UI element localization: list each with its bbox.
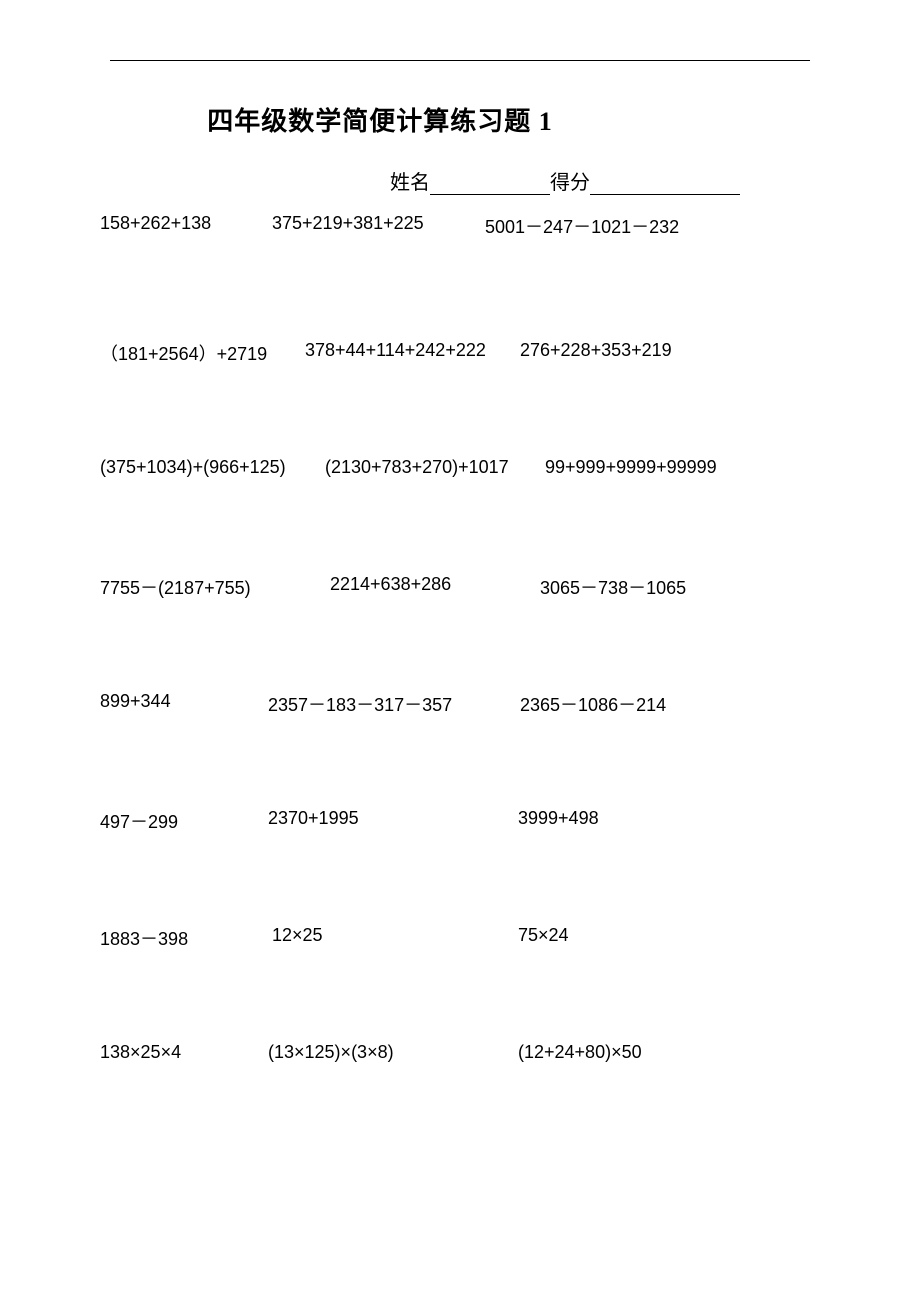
score-blank[interactable] xyxy=(590,175,740,195)
problem-cell: 2214+638+286 xyxy=(330,574,451,595)
problems-area: 158+262+138 375+219+381+225 5001－247－1021－… xyxy=(100,213,820,1064)
problem-cell: (2130+783+270)+1017 xyxy=(325,457,509,478)
problem-cell: 7755－(2187+755) xyxy=(100,574,251,600)
name-label: 姓名 xyxy=(390,172,430,194)
problem-row: (375+1034)+(966+125) (2130+783+270)+1017 9… xyxy=(100,457,820,479)
problem-cell: (13×125)×(3×8) xyxy=(268,1042,394,1063)
problem-cell: 378+44+114+242+222 xyxy=(305,340,486,361)
problem-cell: 2357－183－317－357 xyxy=(268,691,452,717)
problem-cell: 2370+1995 xyxy=(268,808,359,829)
problem-cell: 375+219+381+225 xyxy=(272,213,424,234)
name-blank[interactable] xyxy=(430,175,550,195)
problem-cell: 3065－738－1065 xyxy=(540,574,686,600)
problem-cell: 899+344 xyxy=(100,691,171,712)
problem-cell: 12×25 xyxy=(272,925,323,946)
problem-cell: 3999+498 xyxy=(518,808,599,829)
problem-cell: 158+262+138 xyxy=(100,213,211,234)
header-line: 姓名 得分 xyxy=(100,166,820,195)
problem-row: 497－2992370+19953999+498 xyxy=(100,808,820,830)
problem-row: 899+3442357－183－317－3572365－1086－214 xyxy=(100,691,820,713)
problem-cell: 276+228+353+219 xyxy=(520,340,672,361)
problem-row: 138×25×4 (13×125)×(3×8) (12+24+80)×50 xyxy=(100,1042,820,1064)
problem-row: （181+2564）+2719378+44+114+242+222276+228… xyxy=(100,340,820,362)
problem-cell: 2365－1086－214 xyxy=(520,691,666,717)
problem-row: 1883－39812×2575×24 xyxy=(100,925,820,947)
problem-cell: 99+999+9999+99999 xyxy=(545,457,717,478)
problem-row: 158+262+138375+219+381+2255001－247－1021－… xyxy=(100,213,820,235)
problem-cell: (375+1034)+(966+125) xyxy=(100,457,286,478)
score-label: 得分 xyxy=(550,172,590,194)
problem-cell: 5001－247－1021－232 xyxy=(485,213,679,239)
top-rule xyxy=(110,60,810,61)
problem-cell: 1883－398 xyxy=(100,925,188,951)
page: 四年级数学简便计算练习题 1 姓名 得分 158+262+138 375+219+3… xyxy=(0,0,920,1199)
problem-cell: 497－299 xyxy=(100,808,178,834)
problem-row: 7755－(2187+755)2214+638+2863065－738－1065 xyxy=(100,574,820,596)
problem-cell: 75×24 xyxy=(518,925,569,946)
problem-cell: 138×25×4 xyxy=(100,1042,181,1063)
worksheet-title: 四年级数学简便计算练习题 1 xyxy=(100,101,820,138)
problem-cell: （181+2564）+2719 xyxy=(100,340,267,366)
problem-cell: (12+24+80)×50 xyxy=(518,1042,642,1063)
